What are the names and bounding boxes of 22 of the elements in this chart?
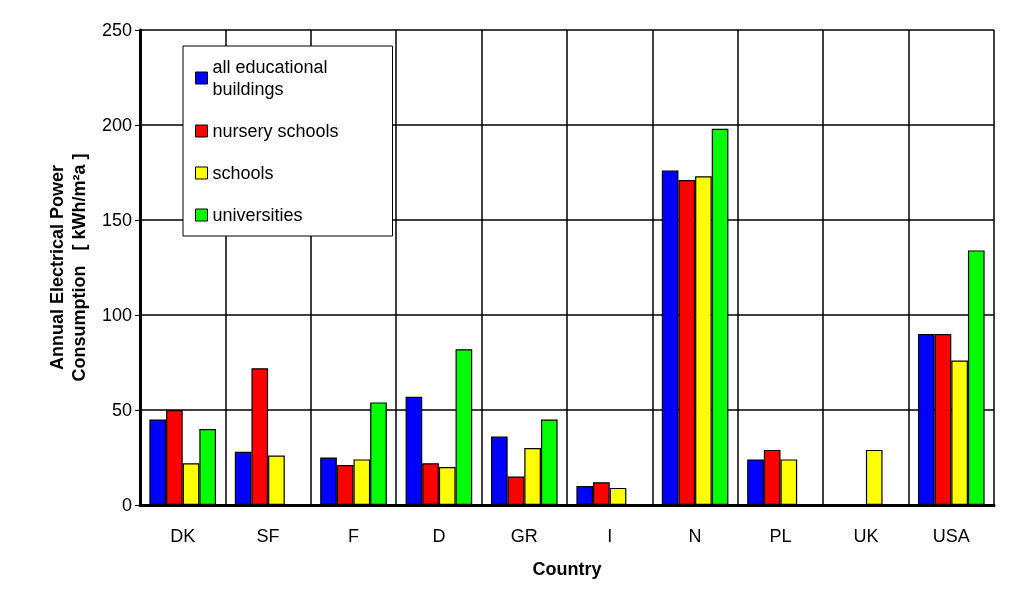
- y-tick-label: 150: [101, 210, 132, 230]
- y-axis-title: Annual Electrical Power Consumption [ kWh/m²a ]: [47, 153, 89, 382]
- y-tick-label: 50: [111, 400, 132, 420]
- x-tick-label: DK: [170, 526, 196, 546]
- x-tick-label: D: [432, 526, 446, 546]
- x-tick-label: SF: [256, 526, 280, 546]
- x-axis-title: Country: [532, 559, 602, 579]
- y-tick-label: 0: [121, 495, 132, 515]
- legend-label: all educational buildings: [212, 57, 333, 99]
- x-tick-label: N: [688, 526, 702, 546]
- x-tick-label: GR: [510, 526, 538, 546]
- y-tick-label: 100: [101, 305, 132, 325]
- legend-label: nursery schools: [212, 121, 339, 141]
- x-tick-label: I: [607, 526, 613, 546]
- x-tick-label: USA: [932, 526, 970, 546]
- y-tick-label: 250: [101, 20, 132, 40]
- x-tick-label: PL: [769, 526, 792, 546]
- legend-label: schools: [212, 163, 274, 183]
- x-tick-label: F: [348, 526, 359, 546]
- legend-label: universities: [212, 205, 303, 225]
- x-tick-label: UK: [853, 526, 879, 546]
- y-tick-label: 200: [101, 115, 132, 135]
